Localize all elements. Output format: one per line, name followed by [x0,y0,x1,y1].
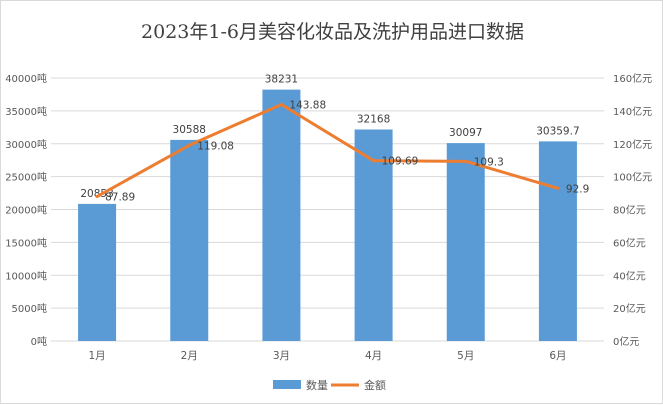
y-right-tick-label: 160亿元 [613,72,652,85]
y-right-tick-label: 40亿元 [613,269,646,282]
bar-value-label: 30588 [173,124,206,136]
line-point [279,102,283,106]
line-point [556,186,560,190]
bar [446,143,485,341]
line-value-label: 92.9 [566,183,589,195]
y-right-tick-label: 0亿元 [613,335,639,348]
y-left-tick-label: 30000吨 [5,138,47,151]
bar-value-label: 30097 [449,127,482,139]
y-left-tick-label: 25000吨 [5,171,47,184]
y-left-tick-label: 20000吨 [5,204,47,217]
legend-label-bar: 数量 [306,379,328,392]
x-tick-label: 6月 [549,350,566,362]
y-right-tick-label: 140亿元 [613,105,652,118]
line-point [95,195,99,199]
line-value-label: 119.08 [197,140,234,152]
x-tick-label: 3月 [273,350,290,362]
y-left-tick-label: 10000吨 [5,269,47,282]
line-value-label: 109.69 [382,156,419,168]
bar [262,89,301,342]
y-left-tick-label: 15000吨 [5,236,47,249]
x-tick-label: 5月 [457,350,474,362]
y-right-tick-label: 80亿元 [613,204,646,217]
y-left-tick-label: 0吨 [31,335,47,348]
x-tick-label: 4月 [365,350,382,362]
bar [354,129,393,341]
bar-value-label: 32168 [357,113,390,125]
bar [78,203,117,341]
y-left-tick-label: 40000吨 [5,72,47,85]
bar-value-label: 30359.7 [536,125,579,137]
legend-swatch-bar [273,380,301,389]
line-value-label: 87.89 [105,192,135,204]
line-value-label: 109.3 [474,156,504,168]
bar-value-label: 38231 [265,74,298,86]
legend-label-line: 金额 [364,378,386,392]
x-tick-label: 2月 [181,350,198,362]
x-tick-label: 1月 [88,350,105,362]
bar [170,139,209,341]
line-point [187,143,191,147]
line-point [372,159,376,163]
y-right-tick-label: 20亿元 [613,302,646,315]
y-left-tick-label: 35000吨 [5,105,47,118]
line-point [464,159,468,163]
bar [538,141,577,341]
y-right-tick-label: 120亿元 [613,138,652,151]
chart-title: 2023年1-6月美容化妆品及洗护用品进口数据 [141,21,524,43]
y-right-tick-label: 100亿元 [613,171,652,184]
y-left-tick-label: 5000吨 [12,302,47,315]
line-series [95,102,560,199]
line-value-label: 143.88 [289,99,326,111]
y-right-tick-label: 60亿元 [613,236,646,249]
